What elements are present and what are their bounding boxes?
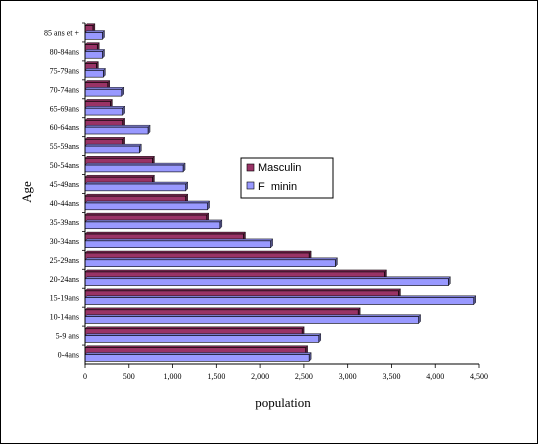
- y-tick-label: 45-49ans: [50, 180, 79, 189]
- x-tick-label: 1,000: [164, 372, 182, 381]
- bar: [84, 183, 186, 192]
- bar: [84, 297, 475, 305]
- bar-top: [84, 219, 223, 223]
- y-tick-label: 15-19ans: [50, 294, 79, 303]
- tick-labels-layer: 0-4ans 5-9 ans 10-14ans 15-19ans 20-24ans 25-…: [44, 28, 488, 381]
- bar-top: [84, 200, 211, 204]
- bar: [84, 335, 320, 343]
- bar: [84, 32, 103, 40]
- y-tick-label: 0-4ans: [58, 351, 79, 360]
- x-tick-label: 4,000: [426, 372, 444, 381]
- bar: [84, 70, 104, 78]
- x-tick-label: 4,500: [470, 372, 488, 381]
- bars-layer: [84, 23, 477, 362]
- bar: [84, 278, 449, 286]
- y-tick-label: 30-34ans: [50, 237, 79, 246]
- x-tick-label: 1,500: [207, 372, 225, 381]
- y-tick-label: 70-74ans: [50, 85, 79, 94]
- y-tick-label: 5-9 ans: [56, 332, 79, 341]
- bar-top: [84, 106, 126, 109]
- y-tick-label: 10-14ans: [50, 313, 79, 322]
- x-tick-label: 2,500: [295, 372, 313, 381]
- y-tick-label: 65-69ans: [50, 104, 79, 113]
- x-tick-label: 2,000: [251, 372, 269, 381]
- bar-top: [84, 181, 189, 185]
- axes-layer: [82, 22, 480, 368]
- bar-top: [84, 124, 151, 128]
- y-tick-label: 35-39ans: [50, 218, 79, 227]
- x-tick-label: 0: [83, 372, 87, 381]
- x-tick-label: 500: [123, 372, 135, 381]
- bar-top: [84, 143, 142, 147]
- y-tick-label: 50-54ans: [50, 161, 79, 170]
- bar-top: [84, 87, 125, 90]
- bar: [84, 89, 123, 97]
- bar-top: [84, 250, 312, 254]
- bar: [84, 221, 221, 230]
- bar: [84, 164, 184, 173]
- bar-top: [84, 175, 155, 178]
- bar-top: [84, 156, 155, 159]
- x-axis-title: population: [255, 395, 311, 410]
- bar: [84, 145, 140, 154]
- bar: [84, 126, 149, 135]
- y-tick-label: 80-84ans: [50, 47, 79, 56]
- y-axis-title: Age: [19, 181, 34, 203]
- y-tick-label: 20-24ans: [50, 275, 79, 284]
- bar-top: [84, 238, 274, 242]
- legend-label-feminin: F minin: [258, 181, 297, 193]
- bar-top: [84, 231, 246, 235]
- legend-box: [240, 157, 334, 199]
- bar-top: [84, 68, 106, 71]
- bar-top: [84, 193, 189, 197]
- legend-label-masculin: Masculin: [258, 162, 301, 174]
- bar: [84, 51, 103, 59]
- legend-swatch-feminin: [246, 181, 255, 190]
- legend-swatch-masculin: [246, 163, 255, 172]
- y-tick-label: 60-64ans: [50, 123, 79, 132]
- bar: [84, 354, 310, 362]
- y-tick-label: 55-59ans: [50, 142, 79, 151]
- bar-top: [84, 212, 210, 216]
- bar: [84, 259, 336, 267]
- bar: [84, 202, 208, 211]
- y-tick-label: 85 ans et +: [44, 28, 79, 37]
- bar: [84, 107, 123, 116]
- bar-top: [84, 162, 186, 166]
- x-tick-label: 3,500: [382, 372, 400, 381]
- bar: [84, 316, 419, 324]
- y-tick-label: 25-29ans: [50, 256, 79, 265]
- bar-top: [84, 137, 126, 140]
- bar: [84, 240, 271, 248]
- y-tick-label: 75-79ans: [50, 66, 79, 75]
- legend: Masculin F minin: [240, 157, 334, 199]
- x-tick-label: 3,000: [339, 372, 357, 381]
- y-tick-label: 40-44ans: [50, 199, 79, 208]
